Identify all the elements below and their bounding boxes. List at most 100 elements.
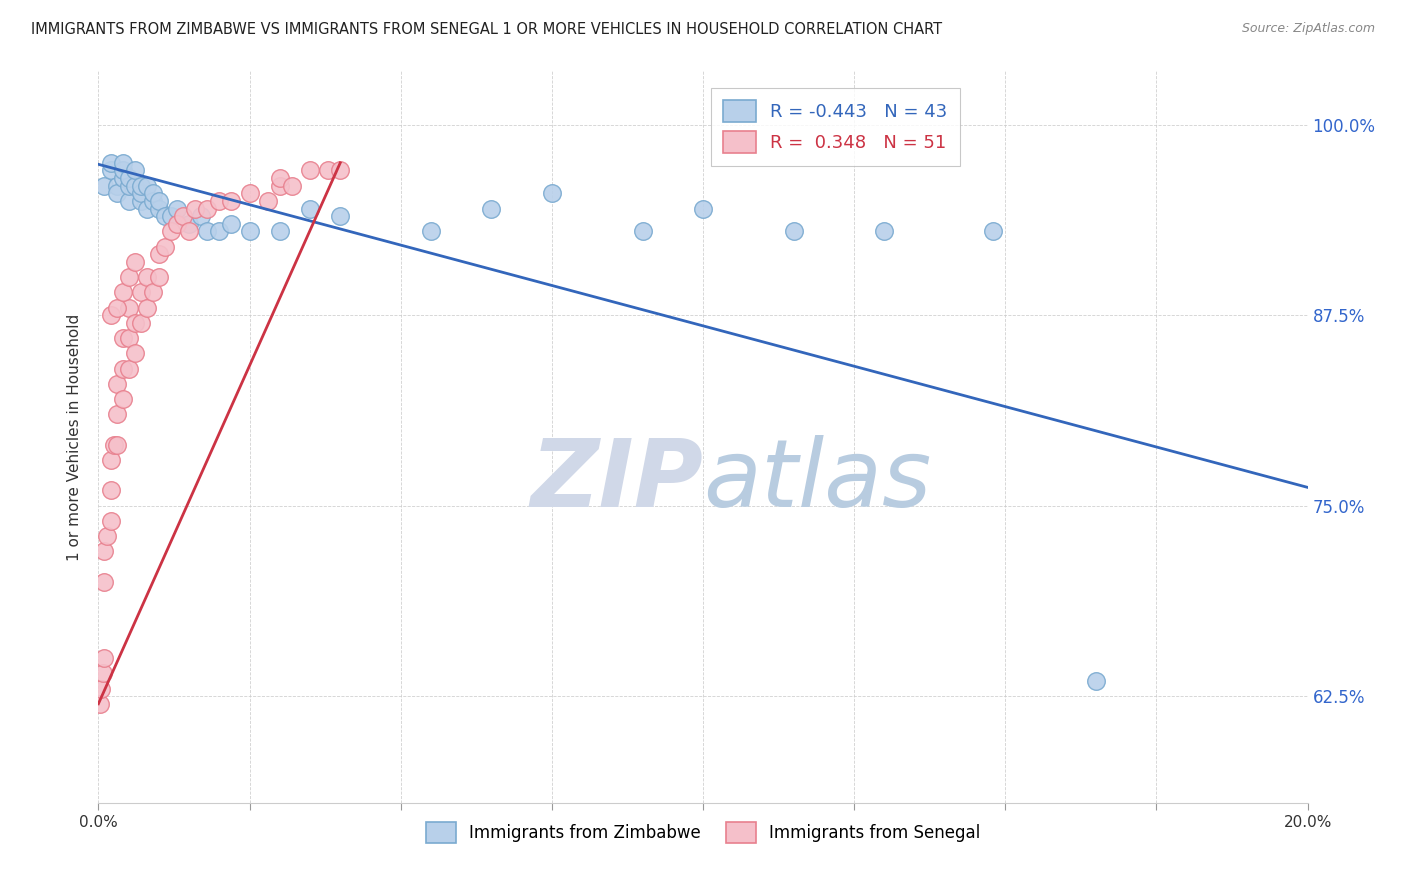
- Point: [166, 217, 188, 231]
- Point: [111, 155, 134, 169]
- Point: [148, 247, 170, 261]
- Point: [124, 163, 146, 178]
- Point: [148, 270, 170, 285]
- Point: [124, 178, 146, 193]
- Point: [142, 194, 165, 208]
- Point: [481, 202, 503, 216]
- Point: [118, 178, 141, 193]
- Point: [105, 407, 128, 421]
- Point: [111, 163, 134, 178]
- Point: [239, 224, 262, 238]
- Point: [190, 209, 212, 223]
- Point: [93, 178, 115, 193]
- Point: [91, 666, 114, 681]
- Y-axis label: 1 or more Vehicles in Household: 1 or more Vehicles in Household: [67, 313, 83, 561]
- Point: [103, 438, 125, 452]
- Point: [135, 270, 157, 285]
- Point: [420, 224, 443, 238]
- Point: [195, 202, 218, 216]
- Point: [105, 376, 128, 391]
- Point: [89, 697, 111, 711]
- Point: [100, 483, 122, 498]
- Text: atlas: atlas: [703, 435, 931, 526]
- Point: [111, 171, 134, 186]
- Text: Source: ZipAtlas.com: Source: ZipAtlas.com: [1241, 22, 1375, 36]
- Point: [873, 224, 896, 238]
- Point: [129, 316, 152, 330]
- Point: [179, 224, 201, 238]
- Text: IMMIGRANTS FROM ZIMBABWE VS IMMIGRANTS FROM SENEGAL 1 OR MORE VEHICLES IN HOUSEH: IMMIGRANTS FROM ZIMBABWE VS IMMIGRANTS F…: [31, 22, 942, 37]
- Point: [105, 186, 128, 201]
- Point: [221, 217, 243, 231]
- Point: [153, 209, 176, 223]
- Point: [100, 308, 122, 322]
- Point: [148, 194, 170, 208]
- Point: [129, 186, 152, 201]
- Point: [142, 186, 165, 201]
- Point: [179, 217, 201, 231]
- Point: [160, 209, 183, 223]
- Point: [118, 194, 141, 208]
- Point: [153, 239, 176, 253]
- Point: [118, 270, 141, 285]
- Point: [129, 178, 152, 193]
- Point: [208, 224, 231, 238]
- Point: [118, 331, 141, 345]
- Point: [208, 194, 231, 208]
- Point: [184, 202, 207, 216]
- Point: [105, 438, 128, 452]
- Point: [111, 361, 134, 376]
- Point: [111, 331, 134, 345]
- Point: [239, 186, 262, 201]
- Point: [269, 171, 291, 186]
- Point: [148, 202, 170, 216]
- Point: [981, 224, 1004, 238]
- Point: [269, 178, 291, 193]
- Point: [1085, 673, 1108, 688]
- Point: [631, 224, 654, 238]
- Legend: Immigrants from Zimbabwe, Immigrants from Senegal: Immigrants from Zimbabwe, Immigrants fro…: [419, 815, 987, 849]
- Point: [90, 681, 112, 696]
- Point: [118, 361, 141, 376]
- Point: [135, 301, 157, 315]
- Point: [142, 285, 165, 300]
- Point: [93, 544, 115, 558]
- Point: [100, 155, 122, 169]
- Point: [316, 163, 339, 178]
- Point: [256, 194, 278, 208]
- Point: [100, 453, 122, 467]
- Point: [160, 224, 183, 238]
- Point: [111, 392, 134, 406]
- Point: [299, 202, 322, 216]
- Point: [166, 202, 188, 216]
- Point: [783, 224, 806, 238]
- Point: [105, 178, 128, 193]
- Point: [195, 224, 218, 238]
- Point: [172, 209, 194, 223]
- Point: [105, 301, 128, 315]
- Point: [124, 346, 146, 360]
- Point: [135, 178, 157, 193]
- Point: [111, 285, 134, 300]
- Point: [329, 209, 352, 223]
- Point: [100, 514, 122, 528]
- Point: [221, 194, 243, 208]
- Point: [96, 529, 118, 543]
- Point: [269, 224, 291, 238]
- Point: [124, 255, 146, 269]
- Point: [118, 171, 141, 186]
- Point: [299, 163, 322, 178]
- Point: [135, 202, 157, 216]
- Point: [93, 651, 115, 665]
- Point: [129, 285, 152, 300]
- Point: [100, 163, 122, 178]
- Point: [540, 186, 562, 201]
- Point: [692, 202, 714, 216]
- Point: [93, 574, 115, 589]
- Point: [129, 194, 152, 208]
- Text: ZIP: ZIP: [530, 435, 703, 527]
- Point: [118, 301, 141, 315]
- Point: [281, 178, 304, 193]
- Point: [329, 163, 352, 178]
- Point: [124, 316, 146, 330]
